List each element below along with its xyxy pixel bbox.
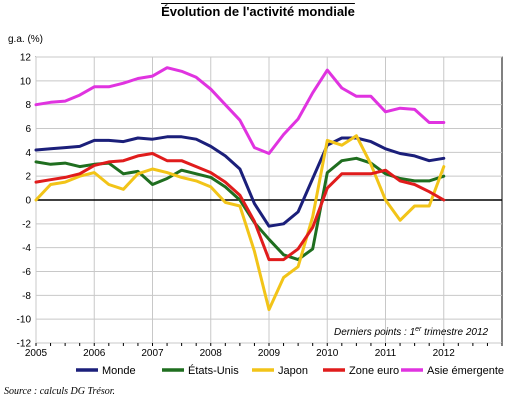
x-tick-label: 2011 (375, 348, 397, 359)
y-tick-label: -2 (22, 219, 31, 230)
series-line (34, 152, 446, 262)
y-tick-label: 8 (25, 100, 31, 111)
legend-label: États-Unis (188, 364, 239, 377)
y-tick-label: -6 (22, 267, 31, 278)
x-tick-label: 2009 (258, 348, 281, 359)
axes: -12 -10 -8 -6 -4 -2 0 2 4 6 8 10 12 2005 2006 2007 2008 2… (17, 53, 503, 359)
legend-label: Monde (102, 365, 136, 377)
annotation-suffix: trimestre 2012 (421, 327, 488, 338)
legend: Monde États-Unis Japon Zone euro Asie émerge… (76, 364, 504, 377)
x-tick-label: 2007 (141, 348, 164, 359)
x-tick-label: 2006 (83, 348, 106, 359)
y-tick-label: 4 (25, 148, 31, 159)
x-tick-label: 2010 (316, 348, 339, 359)
annotation-text: Derniers points : 1 (334, 327, 415, 338)
y-tick-label: -4 (22, 243, 31, 254)
y-tick-label: 12 (20, 53, 32, 64)
y-tick-label: -10 (17, 315, 32, 326)
y-tick-label: 6 (25, 124, 31, 135)
y-tick-label: 2 (25, 172, 31, 183)
series-lines (34, 66, 446, 312)
source-note: Source : calculs DG Trésor. (4, 386, 116, 397)
y-tick-label: -8 (22, 291, 31, 302)
y-tick-label: -12 (17, 339, 32, 350)
y-tick-label: 10 (20, 76, 32, 87)
series-line (34, 66, 446, 155)
x-tick-label: 2005 (25, 348, 48, 359)
x-tick-label: 2012 (433, 348, 456, 359)
annotation-superscript: er (415, 326, 422, 333)
legend-label: Zone euro (349, 365, 399, 377)
y-axis-label: g.a. (%) (8, 34, 43, 45)
legend-label: Japon (278, 365, 308, 377)
series-line (34, 135, 446, 228)
legend-label: Asie émergente (427, 365, 504, 377)
x-tick-label: 2008 (200, 348, 223, 359)
y-tick-label: 0 (25, 196, 31, 207)
chart-title: Évolution de l'activité mondiale (161, 4, 355, 19)
last-point-annotation: Derniers points : 1er trimestre 2012 (334, 326, 489, 338)
series-line (34, 134, 446, 312)
